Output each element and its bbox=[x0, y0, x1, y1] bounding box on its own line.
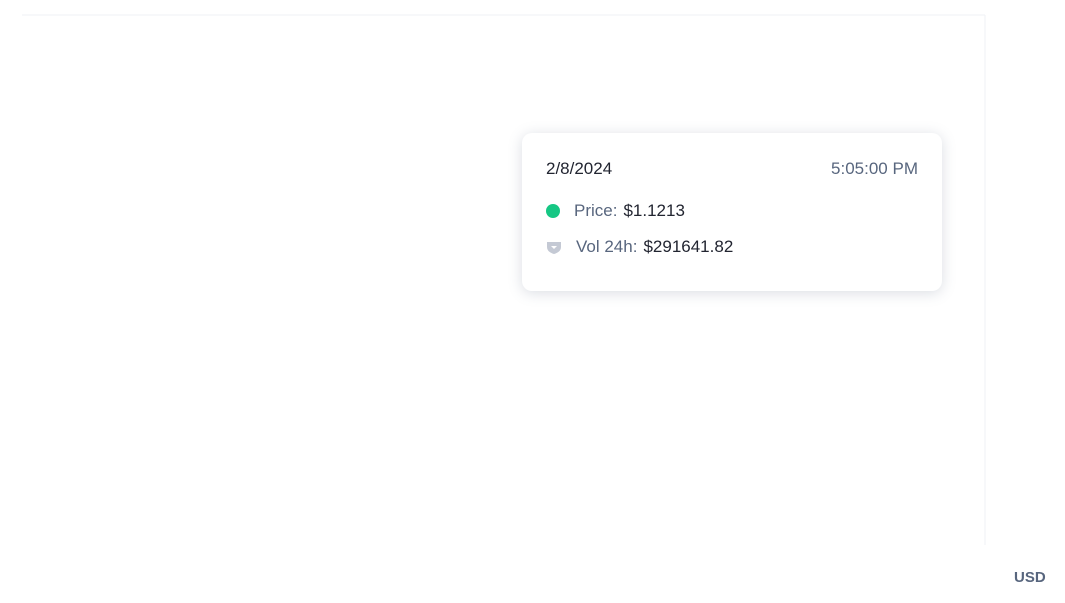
tooltip-header: 2/8/2024 5:05:00 PM bbox=[546, 159, 918, 179]
tooltip-volume-label: Vol 24h: bbox=[576, 237, 638, 256]
tooltip-date: 2/8/2024 bbox=[546, 159, 613, 178]
tooltip-price: $1.1213 bbox=[623, 201, 685, 220]
price-swatch bbox=[546, 204, 560, 218]
tooltip-volume-row: Vol 24h: $291641.82 bbox=[546, 237, 918, 257]
unit-label: USD bbox=[1014, 569, 1046, 586]
volume-icon bbox=[547, 242, 561, 254]
tooltip-volume: $291641.82 bbox=[643, 237, 734, 256]
tooltip: 2/8/2024 5:05:00 PM Price: $1.1213 Vol 2… bbox=[522, 133, 942, 291]
tooltip-time: 5:05:00 PM bbox=[831, 159, 918, 178]
tooltip-price-label: Price: bbox=[574, 201, 618, 220]
tooltip-price-row: Price: $1.1213 bbox=[546, 201, 918, 221]
